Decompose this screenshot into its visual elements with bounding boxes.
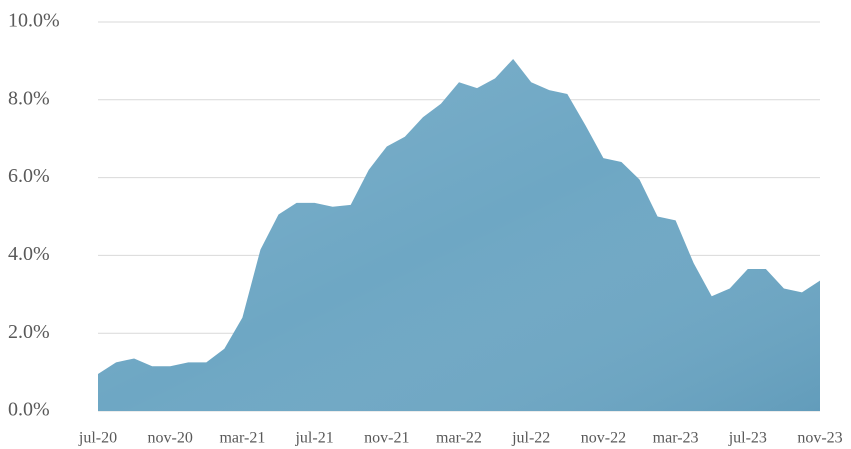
x-tick-label: jul-21 xyxy=(294,430,333,447)
x-tick-label: nov-21 xyxy=(364,430,409,447)
y-tick-label: 6.0% xyxy=(8,165,50,187)
x-tick-label: jul-22 xyxy=(511,430,550,447)
x-tick-label: jul-23 xyxy=(728,430,767,447)
x-tick-label: nov-23 xyxy=(797,430,842,447)
x-tick-label: nov-20 xyxy=(148,430,193,447)
x-tick-label: mar-23 xyxy=(653,430,699,447)
y-tick-label: 2.0% xyxy=(8,321,50,343)
y-tick-label: 10.0% xyxy=(8,10,60,32)
x-tick-label: mar-22 xyxy=(436,430,482,447)
x-tick-label: mar-21 xyxy=(219,430,265,447)
x-tick-label: nov-22 xyxy=(581,430,626,447)
area-texture xyxy=(98,58,820,411)
y-tick-label: 4.0% xyxy=(8,243,50,265)
x-tick-label: jul-20 xyxy=(78,430,117,447)
y-tick-label: 0.0% xyxy=(8,399,50,421)
y-tick-label: 8.0% xyxy=(8,87,50,109)
